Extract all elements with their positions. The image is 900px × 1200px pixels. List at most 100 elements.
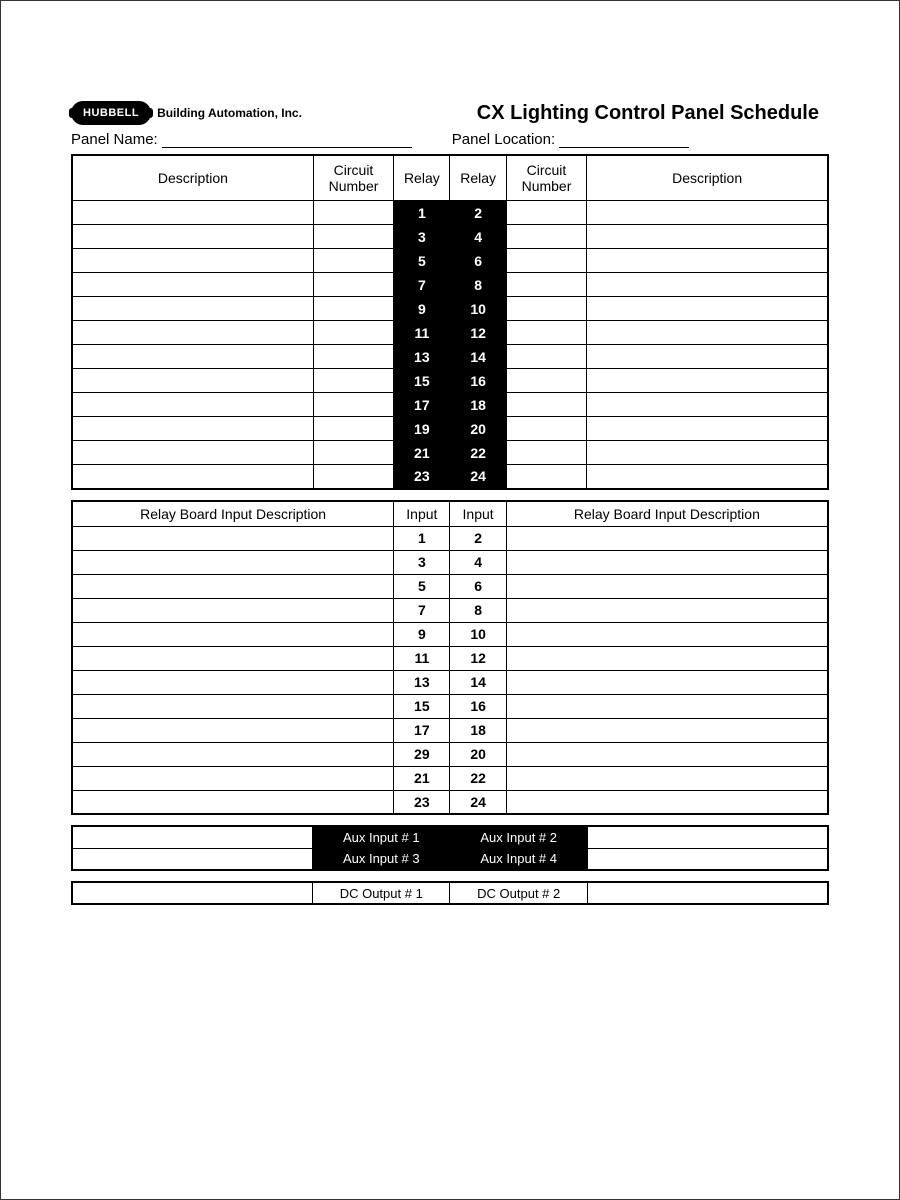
input-desc-right[interactable] [506,718,828,742]
input-desc-left[interactable] [72,598,394,622]
relay-circ-right[interactable] [506,465,586,489]
relay-desc-right[interactable] [587,345,828,369]
dc-blank-right[interactable] [587,882,828,904]
panel-name-blank[interactable] [162,132,412,148]
input-desc-right[interactable] [506,622,828,646]
aux-blank-left[interactable] [72,848,313,870]
relay-circ-left[interactable] [313,321,393,345]
relay-circ-left[interactable] [313,465,393,489]
relay-desc-left[interactable] [72,417,313,441]
input-num-left: 7 [394,598,450,622]
input-desc-left[interactable] [72,718,394,742]
relay-desc-left[interactable] [72,465,313,489]
col-relay-left: Relay [394,155,450,201]
relay-circ-left[interactable] [313,345,393,369]
input-row: 2920 [72,742,828,766]
relay-circ-left[interactable] [313,297,393,321]
panel-location-blank[interactable] [559,132,689,148]
input-header-r: Input [450,501,506,527]
dc-blank-left[interactable] [72,882,313,904]
input-row: 78 [72,598,828,622]
input-desc-left[interactable] [72,622,394,646]
input-row: 1112 [72,646,828,670]
aux-blank-right[interactable] [587,826,828,848]
relay-desc-left[interactable] [72,249,313,273]
relay-circ-left[interactable] [313,393,393,417]
relay-desc-left[interactable] [72,321,313,345]
relay-desc-left[interactable] [72,345,313,369]
input-desc-right[interactable] [506,766,828,790]
input-desc-left[interactable] [72,790,394,814]
relay-circ-left[interactable] [313,225,393,249]
input-desc-left[interactable] [72,694,394,718]
relay-desc-left[interactable] [72,201,313,225]
input-num-right: 2 [450,526,506,550]
relay-circ-right[interactable] [506,393,586,417]
relay-num-right: 16 [450,369,506,393]
relay-circ-right[interactable] [506,225,586,249]
col-desc-left: Description [72,155,313,201]
input-desc-left[interactable] [72,670,394,694]
input-desc-right[interactable] [506,550,828,574]
aux-blank-left[interactable] [72,826,313,848]
relay-circ-right[interactable] [506,321,586,345]
relay-desc-right[interactable] [587,417,828,441]
relay-desc-left[interactable] [72,393,313,417]
relay-circ-left[interactable] [313,417,393,441]
input-desc-right[interactable] [506,646,828,670]
relay-desc-right[interactable] [587,441,828,465]
relay-circ-left[interactable] [313,441,393,465]
brand-text: Building Automation, Inc. [157,106,302,120]
relay-circ-left[interactable] [313,201,393,225]
relay-circ-right[interactable] [506,441,586,465]
relay-circ-right[interactable] [506,297,586,321]
relay-desc-left[interactable] [72,441,313,465]
relay-desc-right[interactable] [587,297,828,321]
input-desc-left[interactable] [72,742,394,766]
relay-row: 56 [72,249,828,273]
relay-row: 12 [72,201,828,225]
input-num-left: 1 [394,526,450,550]
relay-desc-left[interactable] [72,273,313,297]
relay-desc-right[interactable] [587,393,828,417]
panel-name-label: Panel Name: [71,131,158,148]
relay-circ-left[interactable] [313,369,393,393]
input-desc-right[interactable] [506,670,828,694]
relay-desc-right[interactable] [587,201,828,225]
relay-desc-right[interactable] [587,321,828,345]
relay-circ-right[interactable] [506,369,586,393]
relay-desc-right[interactable] [587,225,828,249]
relay-circ-right[interactable] [506,417,586,441]
relay-row: 1920 [72,417,828,441]
input-desc-right[interactable] [506,598,828,622]
relay-num-left: 3 [394,225,450,249]
relay-desc-right[interactable] [587,273,828,297]
input-desc-right[interactable] [506,694,828,718]
relay-circ-left[interactable] [313,249,393,273]
aux-blank-right[interactable] [587,848,828,870]
relay-row: 2122 [72,441,828,465]
input-desc-left[interactable] [72,526,394,550]
input-desc-right[interactable] [506,526,828,550]
input-desc-left[interactable] [72,646,394,670]
relay-circ-right[interactable] [506,273,586,297]
input-desc-right[interactable] [506,790,828,814]
relay-num-right: 22 [450,441,506,465]
relay-desc-right[interactable] [587,465,828,489]
relay-circ-right[interactable] [506,249,586,273]
relay-desc-left[interactable] [72,369,313,393]
relay-desc-left[interactable] [72,297,313,321]
input-table-header-row: Relay Board Input Description Input Inpu… [72,501,828,527]
input-desc-left[interactable] [72,550,394,574]
relay-circ-left[interactable] [313,273,393,297]
relay-circ-right[interactable] [506,201,586,225]
input-desc-right[interactable] [506,742,828,766]
input-desc-left[interactable] [72,574,394,598]
relay-desc-right[interactable] [587,249,828,273]
input-desc-left[interactable] [72,766,394,790]
relay-desc-left[interactable] [72,225,313,249]
relay-circ-right[interactable] [506,345,586,369]
relay-desc-right[interactable] [587,369,828,393]
relay-num-left: 17 [394,393,450,417]
input-desc-right[interactable] [506,574,828,598]
